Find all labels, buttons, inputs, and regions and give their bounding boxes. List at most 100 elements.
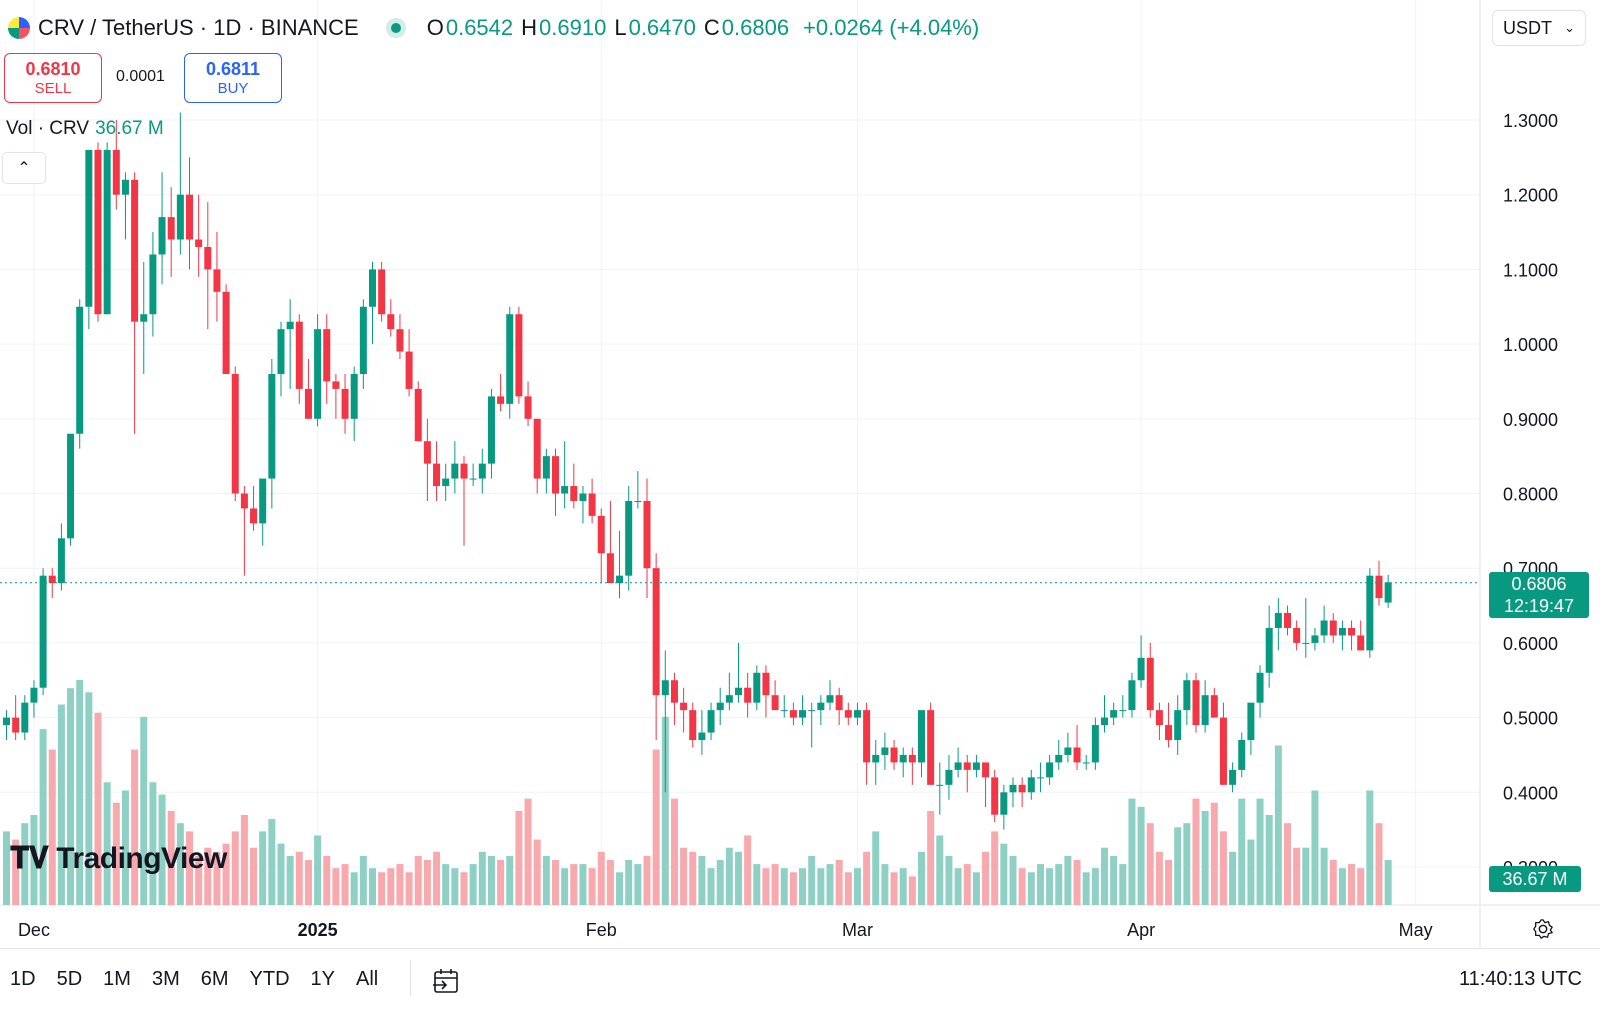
candle-body bbox=[579, 493, 587, 501]
volume-bar bbox=[552, 860, 559, 905]
volume-bar bbox=[1155, 851, 1163, 905]
volume-bar bbox=[1284, 823, 1291, 905]
volume-bar bbox=[1027, 872, 1035, 905]
price-tick-label: 0.5000 bbox=[1503, 709, 1558, 729]
collapse-legend-button[interactable]: ⌃ bbox=[2, 152, 46, 184]
volume-bar bbox=[698, 855, 706, 905]
range-button-ytd[interactable]: YTD bbox=[249, 968, 290, 990]
low-value: 0.6470 bbox=[628, 15, 696, 40]
candle-body bbox=[844, 710, 852, 718]
volume-bar bbox=[1329, 860, 1337, 905]
candlestick-chart[interactable]: 0.30000.40000.50000.60000.70000.80000.90… bbox=[0, 0, 1600, 948]
volume-bar bbox=[616, 872, 624, 905]
candle-body bbox=[195, 239, 203, 247]
candle-body bbox=[487, 396, 495, 464]
candle-body bbox=[991, 777, 999, 815]
volume-bar bbox=[414, 855, 422, 905]
volume-bar bbox=[1192, 798, 1200, 905]
candle-body bbox=[405, 351, 413, 389]
range-button-all[interactable]: All bbox=[356, 968, 379, 990]
candle-body bbox=[853, 710, 861, 718]
volume-bar bbox=[12, 839, 20, 905]
candle-body bbox=[524, 396, 532, 419]
spread-value: 0.0001 bbox=[116, 68, 165, 85]
candle-body bbox=[1311, 635, 1319, 643]
candle-body bbox=[1284, 613, 1291, 628]
range-button-1m[interactable]: 1M bbox=[103, 968, 131, 990]
volume-bar bbox=[341, 864, 349, 905]
volume-bar bbox=[259, 831, 267, 905]
candle-body bbox=[689, 710, 697, 741]
volume-bar bbox=[332, 868, 340, 905]
candle-body bbox=[982, 762, 990, 778]
volume-bar bbox=[890, 872, 898, 905]
volume-bar bbox=[1311, 790, 1319, 905]
volume-bar bbox=[991, 831, 999, 905]
utc-clock[interactable]: 11:40:13 UTC bbox=[1458, 968, 1582, 990]
volume-bar bbox=[1247, 839, 1255, 905]
candle-body bbox=[1091, 725, 1099, 763]
candle-body bbox=[332, 381, 340, 389]
volume-bar bbox=[314, 835, 322, 905]
range-button-6m[interactable]: 6M bbox=[200, 968, 229, 990]
volume-bar bbox=[277, 843, 285, 905]
volume-bar bbox=[1046, 868, 1054, 905]
tradingview-logo[interactable]: 𝐓𝐕 TradingView bbox=[10, 841, 227, 876]
range-button-1y[interactable]: 1Y bbox=[310, 968, 336, 990]
volume-bars bbox=[3, 680, 1392, 905]
volume-bar bbox=[1338, 868, 1346, 905]
high-value: 0.6910 bbox=[539, 15, 607, 40]
volume-bar bbox=[240, 815, 248, 905]
volume-bar bbox=[1146, 823, 1154, 905]
volume-bar bbox=[1265, 815, 1273, 905]
sell-button[interactable]: 0.6810 SELL bbox=[4, 53, 102, 103]
candles bbox=[3, 112, 1392, 830]
volume-bar bbox=[250, 847, 258, 905]
settings-gear-icon[interactable] bbox=[1532, 918, 1554, 940]
sell-label: SELL bbox=[34, 80, 72, 97]
candle-body bbox=[826, 695, 834, 703]
volume-bar bbox=[954, 868, 962, 905]
range-button-1d[interactable]: 1D bbox=[10, 968, 36, 990]
last-price-tag: 0.6806 12:19:47 bbox=[1489, 572, 1589, 618]
candle-body bbox=[497, 396, 505, 404]
volume-bar bbox=[222, 843, 230, 905]
volume-bar bbox=[872, 831, 880, 905]
buy-button[interactable]: 0.6811 BUY bbox=[184, 53, 282, 103]
volume-bar bbox=[1274, 745, 1282, 905]
candle-body bbox=[1155, 710, 1163, 726]
volume-bar bbox=[359, 855, 367, 905]
volume-bar bbox=[1183, 823, 1191, 905]
grid-lines bbox=[0, 0, 1600, 948]
volume-bar bbox=[524, 798, 532, 905]
currency-select[interactable]: USDT ⌄ bbox=[1492, 10, 1586, 46]
volume-bar bbox=[369, 868, 376, 905]
date-range-icon[interactable] bbox=[432, 966, 462, 996]
volume-legend[interactable]: Vol · CRV 36.67 M bbox=[6, 118, 164, 140]
volume-bar bbox=[1073, 860, 1081, 905]
candle-body bbox=[231, 373, 239, 494]
volume-bar bbox=[936, 835, 944, 905]
volume-bar bbox=[689, 851, 697, 905]
volume-bar bbox=[826, 864, 834, 905]
range-button-3m[interactable]: 3M bbox=[151, 968, 180, 990]
candle-body bbox=[762, 672, 770, 696]
candle-body bbox=[323, 329, 331, 382]
volume-bar bbox=[597, 851, 605, 905]
candle-body bbox=[606, 553, 614, 584]
candle-body bbox=[350, 373, 358, 419]
candle-body bbox=[277, 329, 285, 374]
range-button-5d[interactable]: 5D bbox=[56, 968, 83, 990]
volume-bar bbox=[478, 851, 486, 905]
candle-body bbox=[1357, 635, 1365, 651]
volume-bar bbox=[21, 823, 29, 905]
volume-bar bbox=[140, 716, 148, 905]
volume-bar bbox=[1055, 864, 1063, 905]
toolbar-divider bbox=[410, 960, 411, 996]
candle-body bbox=[1219, 717, 1227, 785]
volume-bar bbox=[149, 782, 157, 905]
volume-bar bbox=[899, 868, 907, 905]
candle-body bbox=[1320, 620, 1328, 636]
symbol-title[interactable]: CRV / TetherUS · 1D · BINANCE bbox=[38, 15, 359, 40]
candle-body bbox=[1137, 657, 1145, 681]
